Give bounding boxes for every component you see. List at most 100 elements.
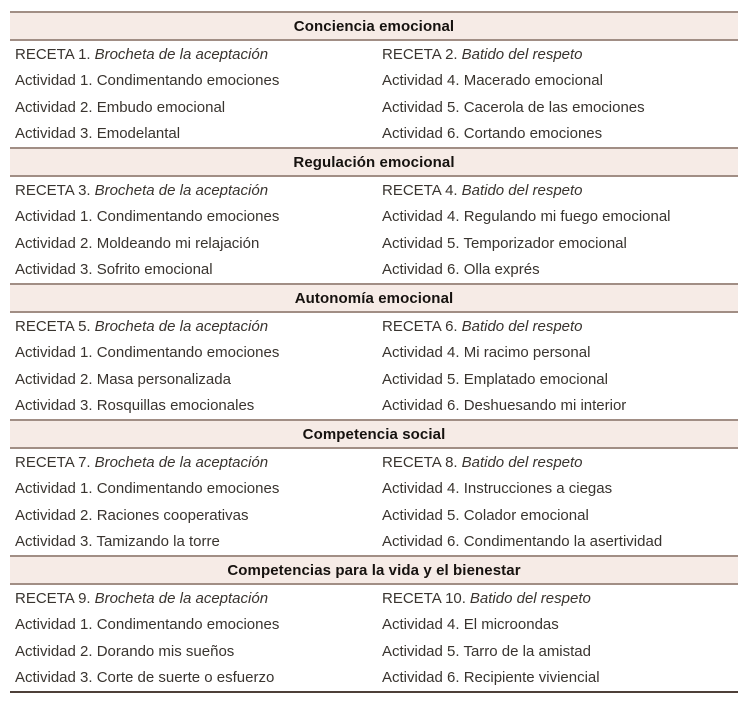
section-regulacion-emocional: Regulación emocional RECETA 3. Brocheta … — [10, 147, 738, 283]
activity-row: Actividad 2. Raciones cooperativas Activ… — [10, 502, 738, 529]
recipe-cell: RECETA 4. Batido del respeto — [377, 177, 738, 204]
recipe-cell: RECETA 7. Brocheta de la aceptación — [10, 449, 377, 476]
section-header-band: Competencia social — [10, 419, 738, 449]
recipe-cell: RECETA 6. Batido del respeto — [377, 313, 738, 340]
recipe-title: Batido del respeto — [461, 181, 583, 199]
activity-row: Actividad 3. Corte de suerte o esfuerzo … — [10, 665, 738, 692]
activity-row: Actividad 1. Condimentando emociones Act… — [10, 68, 738, 95]
activity-cell: Actividad 4. El microondas — [382, 616, 559, 634]
recipe-label: RECETA 2. — [382, 45, 458, 63]
activity-cell: Actividad 2. Dorando mis sueños — [15, 642, 235, 660]
recipe-row: RECETA 3. Brocheta de la aceptación RECE… — [10, 177, 738, 204]
section-title: Conciencia emocional — [293, 17, 455, 35]
section-competencias-vida-bienestar: Competencias para la vida y el bienestar… — [10, 555, 738, 691]
activity-row: Actividad 2. Embudo emocional Actividad … — [10, 94, 738, 121]
recipe-row: RECETA 7. Brocheta de la aceptación RECE… — [10, 449, 738, 476]
section-title: Regulación emocional — [293, 153, 455, 171]
section-title: Autonomía emocional — [294, 289, 454, 307]
activity-row: Actividad 1. Condimentando emociones Act… — [10, 612, 738, 639]
activity-cell: Actividad 5. Colador emocional — [382, 506, 589, 524]
recipe-label: RECETA 1. — [15, 45, 91, 63]
recipe-row: RECETA 5. Brocheta de la aceptación RECE… — [10, 313, 738, 340]
activity-cell: Actividad 5. Emplatado emocional — [382, 370, 608, 388]
recipe-title: Brocheta de la aceptación — [94, 317, 269, 335]
activity-cell: Actividad 5. Temporizador emocional — [382, 234, 627, 252]
recipe-title: Brocheta de la aceptación — [94, 181, 269, 199]
activities-table: Conciencia emocional RECETA 1. Brocheta … — [10, 11, 738, 693]
activity-cell: Actividad 1. Condimentando emociones — [15, 616, 280, 634]
section-conciencia-emocional: Conciencia emocional RECETA 1. Brocheta … — [10, 11, 738, 147]
activity-row: Actividad 1. Condimentando emociones Act… — [10, 340, 738, 367]
recipe-label: RECETA 7. — [15, 453, 91, 471]
activity-cell: Actividad 2. Embudo emocional — [15, 98, 226, 116]
recipe-cell: RECETA 1. Brocheta de la aceptación — [10, 41, 377, 68]
activity-cell: Actividad 4. Mi racimo personal — [382, 344, 591, 362]
recipe-title: Batido del respeto — [469, 589, 591, 607]
section-header-band: Conciencia emocional — [10, 11, 738, 41]
activity-cell: Actividad 4. Instrucciones a ciegas — [382, 480, 613, 498]
recipe-title: Batido del respeto — [461, 45, 583, 63]
activity-cell: Actividad 6. Deshuesando mi interior — [382, 397, 627, 415]
recipe-cell: RECETA 8. Batido del respeto — [377, 449, 738, 476]
activity-row: Actividad 3. Tamizando la torre Activida… — [10, 529, 738, 556]
activity-cell: Actividad 4. Regulando mi fuego emociona… — [382, 208, 671, 226]
activity-cell: Actividad 1. Condimentando emociones — [15, 480, 280, 498]
recipe-cell: RECETA 10. Batido del respeto — [377, 585, 738, 612]
section-header-band: Competencias para la vida y el bienestar — [10, 555, 738, 585]
recipe-label: RECETA 5. — [15, 317, 91, 335]
section-body: RECETA 7. Brocheta de la aceptación RECE… — [10, 449, 738, 555]
activity-row: Actividad 2. Dorando mis sueños Activida… — [10, 638, 738, 665]
section-body: RECETA 5. Brocheta de la aceptación RECE… — [10, 313, 738, 419]
recipe-title: Batido del respeto — [461, 317, 583, 335]
activity-cell: Actividad 6. Condimentando la asertivida… — [382, 533, 663, 551]
activity-row: Actividad 2. Moldeando mi relajación Act… — [10, 230, 738, 257]
section-body: RECETA 3. Brocheta de la aceptación RECE… — [10, 177, 738, 283]
activity-cell: Actividad 6. Recipiente viviencial — [382, 669, 600, 687]
recipe-label: RECETA 6. — [382, 317, 458, 335]
section-competencia-social: Competencia social RECETA 7. Brocheta de… — [10, 419, 738, 555]
activity-cell: Actividad 2. Masa personalizada — [15, 370, 231, 388]
recipe-cell: RECETA 2. Batido del respeto — [377, 41, 738, 68]
activity-cell: Actividad 6. Cortando emociones — [382, 125, 603, 143]
activity-cell: Actividad 1. Condimentando emociones — [15, 72, 280, 90]
activity-row: Actividad 2. Masa personalizada Activida… — [10, 366, 738, 393]
activity-cell: Actividad 1. Condimentando emociones — [15, 208, 280, 226]
section-title: Competencias para la vida y el bienestar — [227, 561, 521, 579]
activity-row: Actividad 1. Condimentando emociones Act… — [10, 204, 738, 231]
activity-row: Actividad 3. Sofrito emocional Actividad… — [10, 257, 738, 284]
recipe-label: RECETA 10. — [382, 589, 466, 607]
recipe-cell: RECETA 3. Brocheta de la aceptación — [10, 177, 377, 204]
recipe-title: Brocheta de la aceptación — [94, 453, 269, 471]
recipe-title: Batido del respeto — [461, 453, 583, 471]
recipe-cell: RECETA 5. Brocheta de la aceptación — [10, 313, 377, 340]
recipe-row: RECETA 9. Brocheta de la aceptación RECE… — [10, 585, 738, 612]
recipe-label: RECETA 8. — [382, 453, 458, 471]
recipe-label: RECETA 3. — [15, 181, 91, 199]
activity-cell: Actividad 3. Corte de suerte o esfuerzo — [15, 669, 275, 687]
recipe-title: Brocheta de la aceptación — [94, 45, 269, 63]
activity-cell: Actividad 6. Olla exprés — [382, 261, 540, 279]
section-autonomia-emocional: Autonomía emocional RECETA 5. Brocheta d… — [10, 283, 738, 419]
activity-cell: Actividad 1. Condimentando emociones — [15, 344, 280, 362]
recipe-row: RECETA 1. Brocheta de la aceptación RECE… — [10, 41, 738, 68]
recipe-label: RECETA 9. — [15, 589, 91, 607]
recipe-cell: RECETA 9. Brocheta de la aceptación — [10, 585, 377, 612]
section-header-band: Autonomía emocional — [10, 283, 738, 313]
section-body: RECETA 1. Brocheta de la aceptación RECE… — [10, 41, 738, 147]
activity-row: Actividad 3. Emodelantal Actividad 6. Co… — [10, 121, 738, 148]
activity-cell: Actividad 2. Raciones cooperativas — [15, 506, 249, 524]
section-body: RECETA 9. Brocheta de la aceptación RECE… — [10, 585, 738, 691]
activity-cell: Actividad 4. Macerado emocional — [382, 72, 603, 90]
activity-cell: Actividad 2. Moldeando mi relajación — [15, 234, 260, 252]
activity-cell: Actividad 3. Sofrito emocional — [15, 261, 213, 279]
activity-row: Actividad 3. Rosquillas emocionales Acti… — [10, 393, 738, 420]
activity-row: Actividad 1. Condimentando emociones Act… — [10, 476, 738, 503]
section-header-band: Regulación emocional — [10, 147, 738, 177]
recipe-title: Brocheta de la aceptación — [94, 589, 269, 607]
activity-cell: Actividad 5. Cacerola de las emociones — [382, 98, 645, 116]
activity-cell: Actividad 3. Tamizando la torre — [15, 533, 220, 551]
recipe-label: RECETA 4. — [382, 181, 458, 199]
activity-cell: Actividad 3. Rosquillas emocionales — [15, 397, 255, 415]
section-title: Competencia social — [302, 425, 446, 443]
activity-cell: Actividad 3. Emodelantal — [15, 125, 181, 143]
